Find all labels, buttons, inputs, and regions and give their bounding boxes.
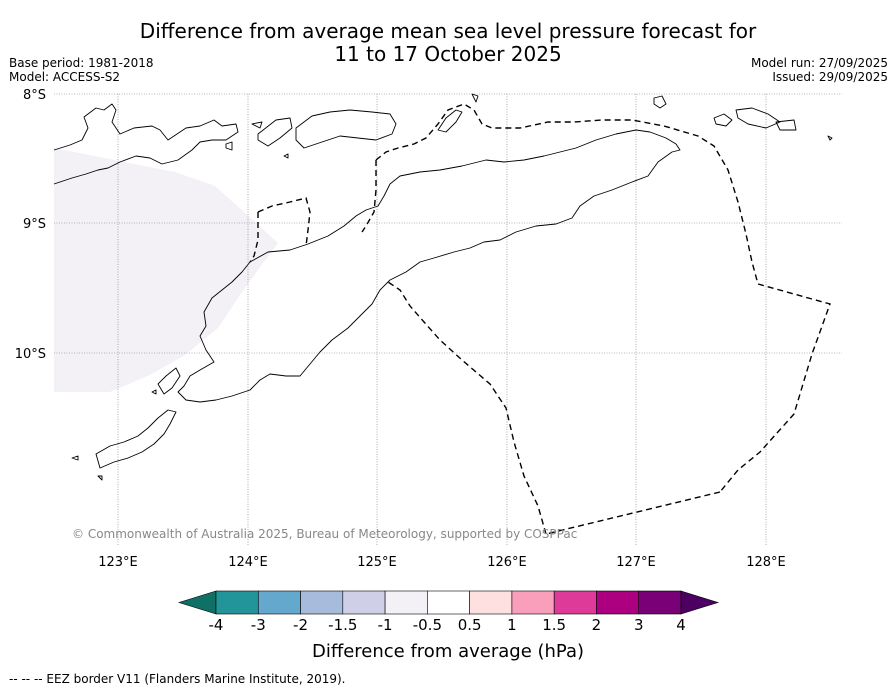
colorbar-segment [384, 590, 428, 615]
colorbar-tick-label: -1 [378, 616, 393, 634]
meta-left: Base period: 1981-2018 Model: ACCESS-S2 [9, 56, 154, 84]
coast-wetar [295, 109, 397, 149]
colorbar-segment [469, 590, 513, 615]
colorbar-ticks: -4 -3 -2 -1.5 -1 -0.5 0.5 1 1.5 2 3 4 [209, 616, 686, 634]
coast-islet-2 [225, 141, 233, 151]
base-period: Base period: 1981-2018 [9, 56, 154, 70]
coast-islet-3 [283, 153, 289, 159]
coast-islet-8 [437, 109, 463, 133]
colorbar-segment [215, 590, 259, 615]
lon-label-125e: 125°E [357, 555, 397, 570]
coast-islet-7 [97, 475, 103, 481]
coast-semau [157, 367, 181, 395]
colorbar-tick-label: -1.5 [328, 616, 357, 634]
colorbar-tick-label: 1.5 [542, 616, 566, 634]
colorbar-segment [596, 590, 640, 615]
lat-label-9s: 9°S [23, 217, 46, 232]
colorbar-tick-label: -3 [251, 616, 266, 634]
model-name: Model: ACCESS-S2 [9, 70, 121, 84]
colorbar-segment [257, 590, 301, 615]
colorbar-tick-label: -0.5 [413, 616, 442, 634]
colorbar [177, 590, 720, 615]
coast-islet-12 [735, 107, 781, 129]
colorbar-tick-label: -4 [209, 616, 224, 634]
coast-islet-13 [775, 119, 797, 131]
coast-islet-6 [71, 455, 79, 461]
lon-label-128e: 128°E [746, 555, 786, 570]
title-line-1: Difference from average mean sea level p… [139, 19, 757, 43]
colorbar-segment [638, 590, 682, 615]
colorbar-tick-label: 3 [634, 616, 644, 634]
model-run: Model run: 27/09/2025 [750, 56, 888, 70]
anomaly-region [54, 148, 278, 392]
colorbar-segment [300, 590, 344, 615]
lon-label-126e: 126°E [487, 555, 527, 570]
coast-rote [95, 409, 177, 469]
lon-label-124e: 124°E [228, 555, 268, 570]
colorbar-segment [553, 590, 597, 615]
coast-islet-5 [151, 389, 157, 395]
colorbar-segment [427, 590, 470, 615]
coast-islet-14 [827, 135, 833, 141]
colorbar-tick-label: 4 [676, 616, 686, 634]
colorbar-label: Difference from average (hPa) [312, 641, 584, 662]
colorbar-arrow-low [177, 590, 217, 615]
chart-title: Difference from average mean sea level p… [0, 20, 896, 66]
colorbar-segment [511, 590, 555, 615]
coast-islet-9 [471, 93, 479, 103]
colorbar-tick-label: 2 [592, 616, 602, 634]
title-line-2: 11 to 17 October 2025 [334, 42, 562, 66]
colorbar-segment [342, 590, 386, 615]
coast-timor [177, 129, 681, 403]
eez-borders [249, 103, 831, 535]
lat-label-8s: 8°S [23, 88, 46, 103]
colorbar-arrow-high [680, 590, 720, 615]
coastlines [53, 93, 833, 481]
coast-islet-11 [713, 113, 733, 127]
colorbar-tick-label: -2 [293, 616, 308, 634]
colorbar-tick-label: 0.5 [458, 616, 482, 634]
coast-islet-1 [257, 117, 293, 147]
lon-label-127e: 127°E [616, 555, 656, 570]
lon-label-123e: 123°E [98, 555, 138, 570]
gridlines [54, 93, 842, 545]
coast-flores [53, 103, 239, 185]
lat-label-10s: 10°S [15, 347, 46, 362]
issued-date: Issued: 29/09/2025 [772, 70, 888, 84]
coast-islet-4 [251, 121, 263, 129]
copyright-note: © Commonwealth of Australia 2025, Bureau… [72, 527, 577, 541]
coast-islet-10 [653, 95, 667, 109]
colorbar-tick-label: 1 [507, 616, 517, 634]
meta-right: Model run: 27/09/2025 Issued: 29/09/2025 [751, 56, 888, 84]
eez-footnote: -- -- -- EEZ border V11 (Flanders Marine… [9, 672, 346, 686]
